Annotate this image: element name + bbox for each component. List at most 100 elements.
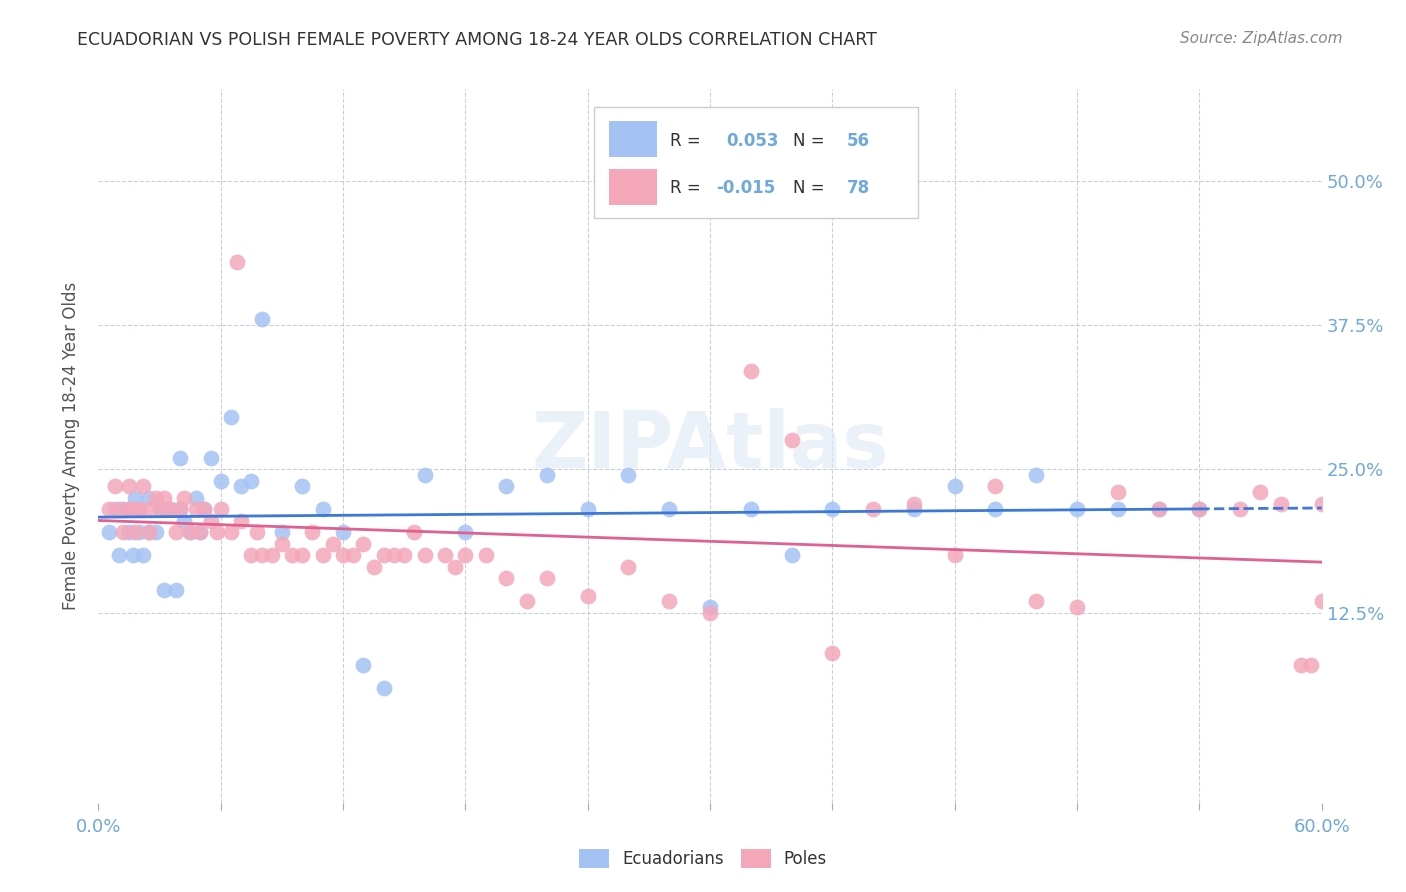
Point	[1301, 657, 1323, 672]
Point	[240, 549, 263, 563]
Point	[1066, 502, 1088, 516]
Point	[658, 502, 681, 516]
Point	[352, 537, 374, 551]
Point	[373, 549, 395, 563]
Text: ECUADORIAN VS POLISH FEMALE POVERTY AMONG 18-24 YEAR OLDS CORRELATION CHART: ECUADORIAN VS POLISH FEMALE POVERTY AMON…	[77, 31, 877, 49]
Point	[1025, 594, 1047, 608]
Point	[240, 474, 263, 488]
Point	[413, 549, 436, 563]
Point	[301, 525, 323, 540]
Point	[576, 589, 599, 603]
Point	[152, 491, 174, 505]
Point	[903, 497, 925, 511]
Point	[1066, 600, 1088, 615]
Point	[250, 312, 273, 326]
Point	[1310, 594, 1333, 608]
Point	[226, 255, 249, 269]
Point	[152, 582, 174, 597]
Point	[159, 502, 181, 516]
Point	[270, 525, 294, 540]
Point	[373, 681, 395, 695]
Point	[1188, 502, 1211, 516]
Point	[231, 514, 253, 528]
Point	[209, 502, 232, 516]
Point	[1188, 502, 1211, 516]
Point	[159, 502, 181, 516]
Point	[186, 502, 208, 516]
Point	[404, 525, 426, 540]
Point	[536, 467, 558, 482]
Point	[291, 549, 314, 563]
Point	[193, 502, 215, 516]
Text: 56: 56	[846, 132, 870, 150]
Point	[219, 410, 242, 425]
Point	[862, 502, 884, 516]
Point	[118, 479, 141, 493]
Point	[108, 549, 131, 563]
Point	[434, 549, 457, 563]
Point	[474, 549, 498, 563]
Point	[97, 502, 120, 516]
Point	[179, 525, 201, 540]
Point	[128, 525, 150, 540]
Point	[1229, 502, 1251, 516]
Point	[188, 525, 212, 540]
Point	[413, 467, 436, 482]
Y-axis label: Female Poverty Among 18-24 Year Olds: Female Poverty Among 18-24 Year Olds	[62, 282, 80, 610]
Legend: Ecuadorians, Poles: Ecuadorians, Poles	[572, 842, 834, 875]
Point	[516, 594, 538, 608]
Point	[111, 502, 134, 516]
Point	[1147, 502, 1170, 516]
Point	[132, 549, 155, 563]
Point	[165, 525, 187, 540]
Text: -0.015: -0.015	[716, 178, 775, 196]
Point	[1147, 502, 1170, 516]
Point	[169, 502, 191, 516]
Point	[495, 479, 517, 493]
Point	[821, 502, 844, 516]
Point	[322, 537, 344, 551]
Text: Source: ZipAtlas.com: Source: ZipAtlas.com	[1180, 31, 1343, 46]
Point	[658, 594, 681, 608]
Point	[1107, 502, 1129, 516]
Point	[122, 502, 145, 516]
Point	[138, 502, 160, 516]
Point	[108, 502, 131, 516]
Point	[231, 479, 253, 493]
Point	[138, 525, 160, 540]
Point	[454, 549, 477, 563]
Point	[118, 502, 141, 516]
Point	[200, 514, 222, 528]
Point	[97, 525, 120, 540]
Point	[205, 525, 228, 540]
Point	[145, 491, 167, 505]
Point	[104, 479, 127, 493]
Point	[165, 582, 187, 597]
Point	[332, 549, 354, 563]
Point	[250, 549, 273, 563]
Point	[104, 502, 127, 516]
Point	[132, 479, 155, 493]
Bar	[609, 169, 658, 205]
Point	[780, 434, 803, 448]
Point	[281, 549, 304, 563]
Point	[118, 502, 141, 516]
Point	[382, 549, 405, 563]
Point	[1310, 497, 1333, 511]
Point	[149, 502, 172, 516]
Point	[291, 479, 314, 493]
Point	[699, 606, 721, 620]
Text: ZIPAtlas: ZIPAtlas	[531, 408, 889, 484]
FancyBboxPatch shape	[593, 107, 918, 218]
Point	[699, 600, 721, 615]
Point	[169, 502, 191, 516]
Point	[617, 467, 640, 482]
Point	[173, 491, 195, 505]
Point	[454, 525, 477, 540]
Point	[740, 502, 762, 516]
Point	[200, 450, 222, 465]
Point	[188, 525, 212, 540]
Point	[1249, 485, 1271, 500]
Point	[149, 502, 172, 516]
Point	[392, 549, 416, 563]
